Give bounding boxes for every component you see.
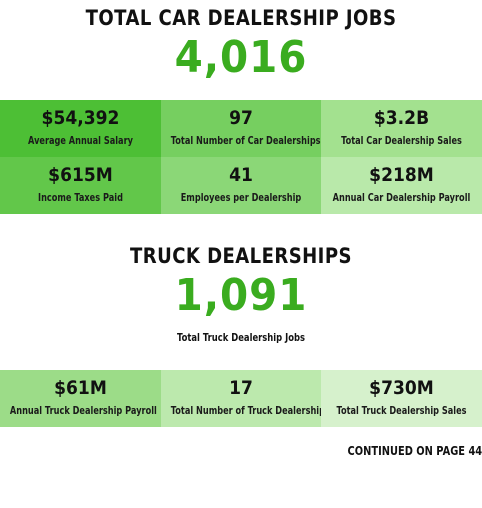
car-stat-employees-per-dealership: 41 Employees per Dealership: [161, 157, 321, 214]
stat-value: $54,392: [41, 107, 120, 129]
truck-section-title: TRUCK DEALERSHIPS: [130, 244, 352, 268]
stat-value: 97: [229, 107, 253, 129]
truck-total-jobs-label: Total Truck Dealership Jobs: [176, 332, 306, 344]
stat-label: Income Taxes Paid: [38, 192, 123, 204]
stat-label: Total Truck Dealership Sales: [336, 405, 467, 417]
truck-stats-grid: $61M Annual Truck Dealership Payroll 17 …: [0, 370, 482, 427]
stat-value: 17: [229, 377, 253, 399]
stat-value: 41: [229, 164, 253, 186]
car-stat-sales: $3.2B Total Car Dealership Sales: [321, 100, 482, 157]
stat-label: Annual Car Dealership Payroll: [332, 192, 471, 204]
stat-value: $3.2B: [373, 107, 430, 129]
truck-stat-payroll: $61M Annual Truck Dealership Payroll: [0, 370, 161, 427]
stat-value: $615M: [48, 164, 113, 186]
car-stat-number-dealerships: 97 Total Number of Car Dealerships: [161, 100, 321, 157]
stat-label: Total Number of Car Dealerships: [170, 135, 321, 147]
car-stats-grid: $54,392 Average Annual Salary 97 Total N…: [0, 100, 482, 214]
truck-stat-sales: $730M Total Truck Dealership Sales: [321, 370, 482, 427]
car-stat-average-salary: $54,392 Average Annual Salary: [0, 100, 161, 157]
stat-value: $61M: [54, 377, 107, 399]
stat-label: Total Number of Truck Dealerships: [170, 405, 321, 417]
stat-label: Average Annual Salary: [28, 135, 133, 147]
stat-value: $730M: [369, 377, 434, 399]
stat-label: Annual Truck Dealership Payroll: [9, 405, 157, 417]
stat-label: Total Car Dealership Sales: [341, 135, 462, 147]
truck-total-jobs: 1,091: [174, 270, 308, 321]
stat-label: Employees per Dealership: [180, 192, 302, 204]
truck-stat-number-dealerships: 17 Total Number of Truck Dealerships: [161, 370, 321, 427]
car-total-jobs: 4,016: [174, 32, 308, 83]
car-section-title: TOTAL CAR DEALERSHIP JOBS: [85, 6, 397, 30]
car-stat-payroll: $218M Annual Car Dealership Payroll: [321, 157, 482, 214]
car-stat-income-taxes: $615M Income Taxes Paid: [0, 157, 161, 214]
continued-on-page-link[interactable]: CONTINUED ON PAGE 44: [347, 444, 482, 458]
stat-value: $218M: [369, 164, 434, 186]
